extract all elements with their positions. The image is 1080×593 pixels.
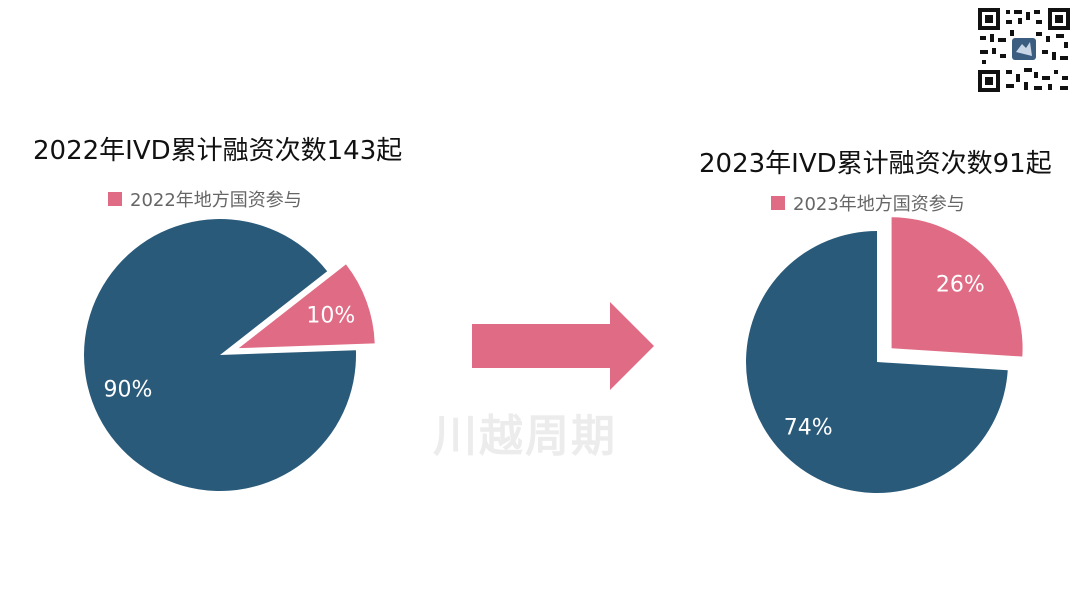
pie-2022-slice-0 xyxy=(238,264,375,349)
pie-2023-slice-0 xyxy=(891,217,1023,357)
watermark: 川越周期 xyxy=(433,411,617,462)
right-arrow-icon xyxy=(472,302,654,390)
chart-title-2022: 2022年IVD累计融资次数143起 xyxy=(33,136,403,166)
legend-2023: 2023年地方国资参与 xyxy=(771,190,965,216)
pie-2022-slice-label-1: 90% xyxy=(104,378,153,403)
legend-swatch-2022 xyxy=(108,192,122,206)
pie-2023-slice-label-1: 74% xyxy=(784,416,833,441)
pie-2023-slice-1 xyxy=(745,231,1008,494)
legend-swatch-2023 xyxy=(771,196,785,210)
chart-title-2023: 2023年IVD累计融资次数91起 xyxy=(699,149,1052,179)
legend-2022: 2022年地方国资参与 xyxy=(108,186,302,212)
pie-2022-slice-1 xyxy=(84,219,357,492)
legend-label-2023: 2023年地方国资参与 xyxy=(793,194,965,215)
pie-2023-slice-label-0: 26% xyxy=(936,273,985,298)
qr-code-icon xyxy=(976,6,1072,94)
pie-2022-slice-label-0: 10% xyxy=(306,304,355,329)
legend-label-2022: 2022年地方国资参与 xyxy=(130,190,302,211)
